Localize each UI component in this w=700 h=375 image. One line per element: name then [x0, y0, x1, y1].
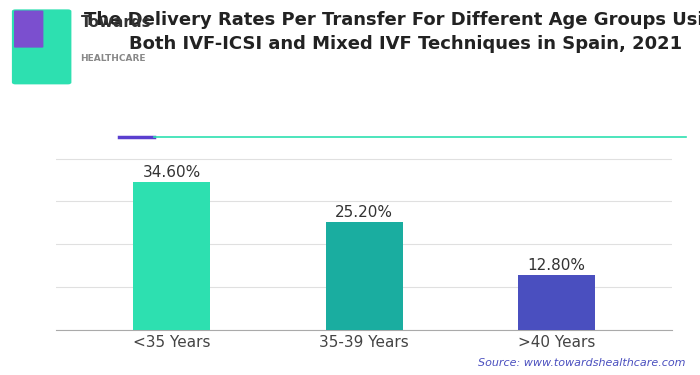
Text: Source: www.towardshealthcare.com: Source: www.towardshealthcare.com	[479, 357, 686, 368]
Bar	[326, 222, 402, 330]
Text: The Delivery Rates Per Transfer For Different Age Groups Using
Both IVF-ICSI and: The Delivery Rates Per Transfer For Diff…	[83, 11, 700, 53]
Text: 34.60%: 34.60%	[142, 165, 201, 180]
Text: HEALTHCARE: HEALTHCARE	[80, 54, 146, 63]
Text: 25.20%: 25.20%	[335, 205, 393, 220]
Text: 12.80%: 12.80%	[528, 258, 585, 273]
Bar	[518, 275, 595, 330]
Text: Towards: Towards	[80, 15, 151, 30]
Bar	[133, 182, 210, 330]
